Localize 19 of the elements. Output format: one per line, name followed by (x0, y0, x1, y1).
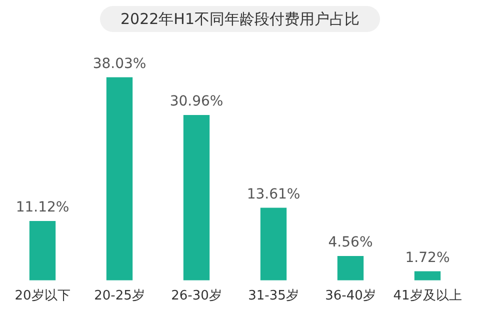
x-tick-label: 26-30岁 (171, 288, 222, 304)
x-tick-label: 41岁及以上 (393, 288, 462, 304)
x-tick-label: 31-35岁 (248, 288, 299, 304)
bar (414, 271, 441, 280)
bar (260, 208, 287, 280)
data-label: 13.61% (246, 186, 300, 202)
data-label: 38.03% (92, 56, 146, 72)
x-tick-label: 36-40岁 (325, 288, 376, 304)
bar (183, 115, 210, 280)
x-tick-label: 20-25岁 (94, 288, 145, 304)
data-label: 11.12% (16, 200, 70, 216)
x-tick-label: 20岁以下 (14, 288, 70, 304)
chart-title: 2022年H1不同年龄段付费用户占比 (100, 6, 380, 32)
data-label: 4.56% (328, 234, 373, 251)
data-label: 1.72% (405, 250, 450, 266)
data-label: 30.96% (170, 94, 224, 110)
bar (106, 77, 133, 280)
bar (337, 256, 364, 280)
bar (29, 220, 56, 280)
